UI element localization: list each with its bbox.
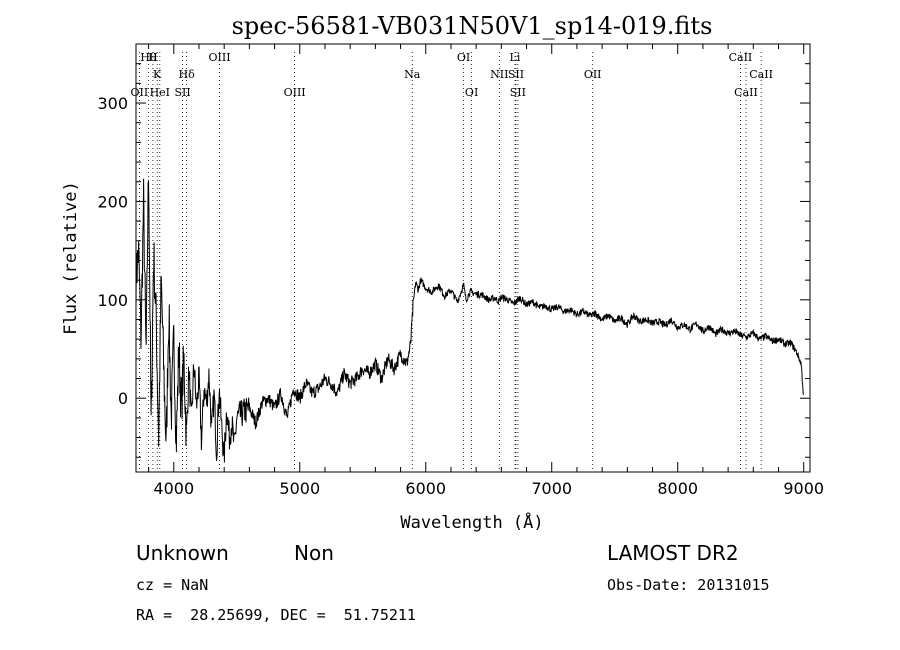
emission-line-label: OII: [131, 86, 149, 99]
emission-line-label: CaII: [734, 86, 758, 99]
y-tick-label: 0: [118, 389, 128, 408]
x-tick-label: 5000: [279, 479, 320, 498]
plot-frame: [135, 43, 811, 473]
chart-title: spec-56581-VB031N50V1_sp14-019.fits: [232, 12, 713, 40]
axis-ticks: 4000 5000 6000 7000 8000 9000 0 100 200 300: [97, 44, 824, 498]
x-tick-label: 4000: [153, 479, 194, 498]
object-subclass: Non: [294, 541, 334, 565]
emission-line-label: H: [148, 51, 158, 64]
emission-line-label: SII: [508, 68, 524, 81]
emission-line-label: OI: [457, 51, 470, 64]
emission-line-label: OIII: [208, 51, 230, 64]
survey-name: LAMOST DR2: [607, 541, 739, 565]
emission-line-label: K: [153, 68, 162, 81]
x-axis-label: Wavelength (Å): [400, 511, 543, 533]
emission-line-label: HeI: [150, 86, 170, 99]
y-tick-label: 200: [97, 192, 128, 211]
emission-line-label: CaII: [729, 51, 753, 64]
spectrum-series: [135, 178, 804, 463]
y-axis-label: Flux (relative): [61, 181, 81, 335]
redshift-cz: cz = NaN: [136, 576, 208, 594]
obs-date: Obs-Date: 20131015: [607, 576, 770, 594]
x-tick-label: 7000: [531, 479, 572, 498]
x-tick-label: 9000: [783, 479, 824, 498]
ra-dec-coordinates: RA = 28.25699, DEC = 51.75211: [136, 606, 416, 624]
y-tick-label: 300: [97, 94, 128, 113]
emission-line-label: OIII: [284, 86, 306, 99]
emission-line-label: CaII: [749, 68, 773, 81]
x-tick-label: 6000: [405, 479, 446, 498]
emission-line-label: Li: [510, 51, 521, 64]
emission-line-label: SII: [174, 86, 190, 99]
emission-line-label: OII: [584, 68, 602, 81]
emission-line-label: Na: [404, 68, 421, 81]
emission-line-label: OI: [465, 86, 478, 99]
spectrum-line: [135, 178, 804, 463]
emission-line-label: Hδ: [179, 68, 196, 81]
object-class: Unknown: [136, 541, 229, 565]
emission-line-label: SII: [510, 86, 526, 99]
emission-line-label: NII: [490, 68, 508, 81]
y-tick-label: 100: [97, 291, 128, 310]
x-tick-label: 8000: [657, 479, 698, 498]
